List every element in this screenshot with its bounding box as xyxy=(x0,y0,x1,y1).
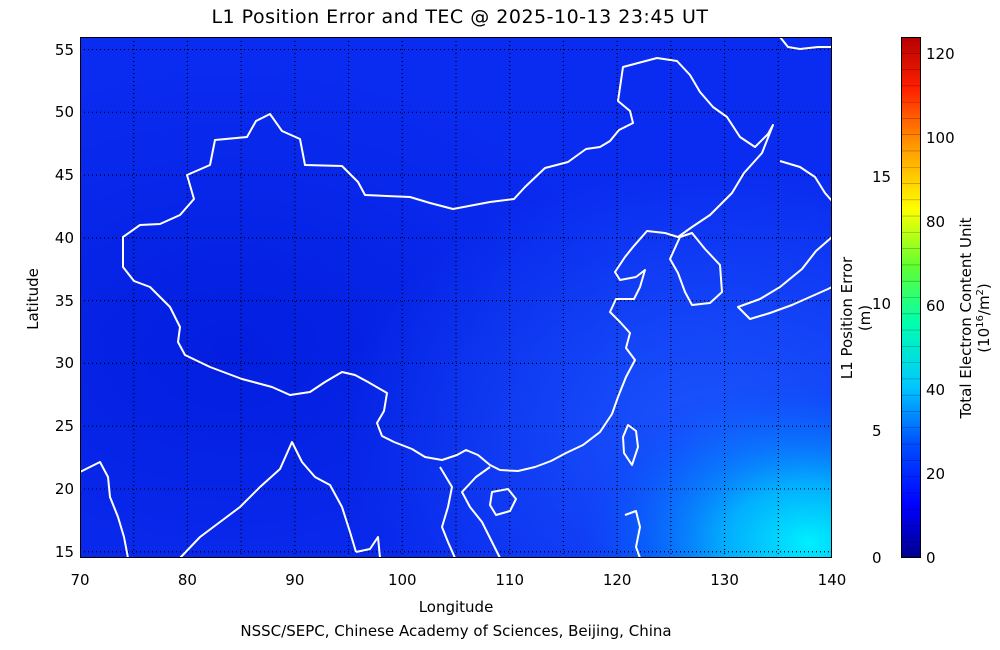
x-tick-label: 100 xyxy=(387,571,417,589)
x-tick-label: 120 xyxy=(602,571,632,589)
y-tick-label: 20 xyxy=(54,479,74,498)
y-tick-label: 45 xyxy=(54,166,74,185)
map-gridlines xyxy=(80,37,832,558)
position-error-tick-label: 10 xyxy=(872,294,892,313)
position-error-tick-label: 5 xyxy=(872,421,882,440)
coastlines xyxy=(80,37,832,558)
tec-tick-label: 20 xyxy=(926,464,946,483)
x-tick-label: 90 xyxy=(285,571,305,589)
tec-tick-label: 100 xyxy=(926,128,955,147)
x-tick-label: 130 xyxy=(710,571,739,589)
y-tick-label: 15 xyxy=(54,542,74,561)
tec-tick-label: 60 xyxy=(926,296,946,315)
tec-colorbar-label: Total Electron Content Unit (1016/m2) xyxy=(957,217,993,419)
y-tick-label: 40 xyxy=(54,228,74,247)
x-tick-label: 70 xyxy=(70,571,90,589)
tec-map xyxy=(80,37,832,558)
y-tick-label: 50 xyxy=(54,103,74,122)
tec-colorbar xyxy=(901,37,921,558)
position-error-tick-label: 15 xyxy=(872,167,892,186)
x-tick-label: 110 xyxy=(495,571,525,589)
x-axis-label: Longitude xyxy=(418,598,494,616)
y-axis-label: Latitude xyxy=(24,268,42,330)
y-tick-label: 55 xyxy=(54,40,74,59)
y-tick-label: 30 xyxy=(54,354,74,373)
x-tick-label: 140 xyxy=(817,571,847,589)
footer-credit: NSSC/SEPC, Chinese Academy of Sciences, … xyxy=(240,622,672,640)
y-tick-label: 25 xyxy=(54,417,74,436)
position-error-tick-label: 0 xyxy=(872,549,882,567)
tec-tick-label: 40 xyxy=(926,380,946,399)
tec-tick-label: 120 xyxy=(926,44,955,63)
map-title: L1 Position Error and TEC @ 2025-10-13 2… xyxy=(211,6,709,28)
y-tick-label: 35 xyxy=(54,291,74,310)
position-error-axis-label: L1 Position Error (m) xyxy=(838,256,874,380)
tec-tick-label: 80 xyxy=(926,212,946,231)
x-tick-label: 80 xyxy=(177,571,197,589)
tec-tick-label: 0 xyxy=(926,549,936,567)
